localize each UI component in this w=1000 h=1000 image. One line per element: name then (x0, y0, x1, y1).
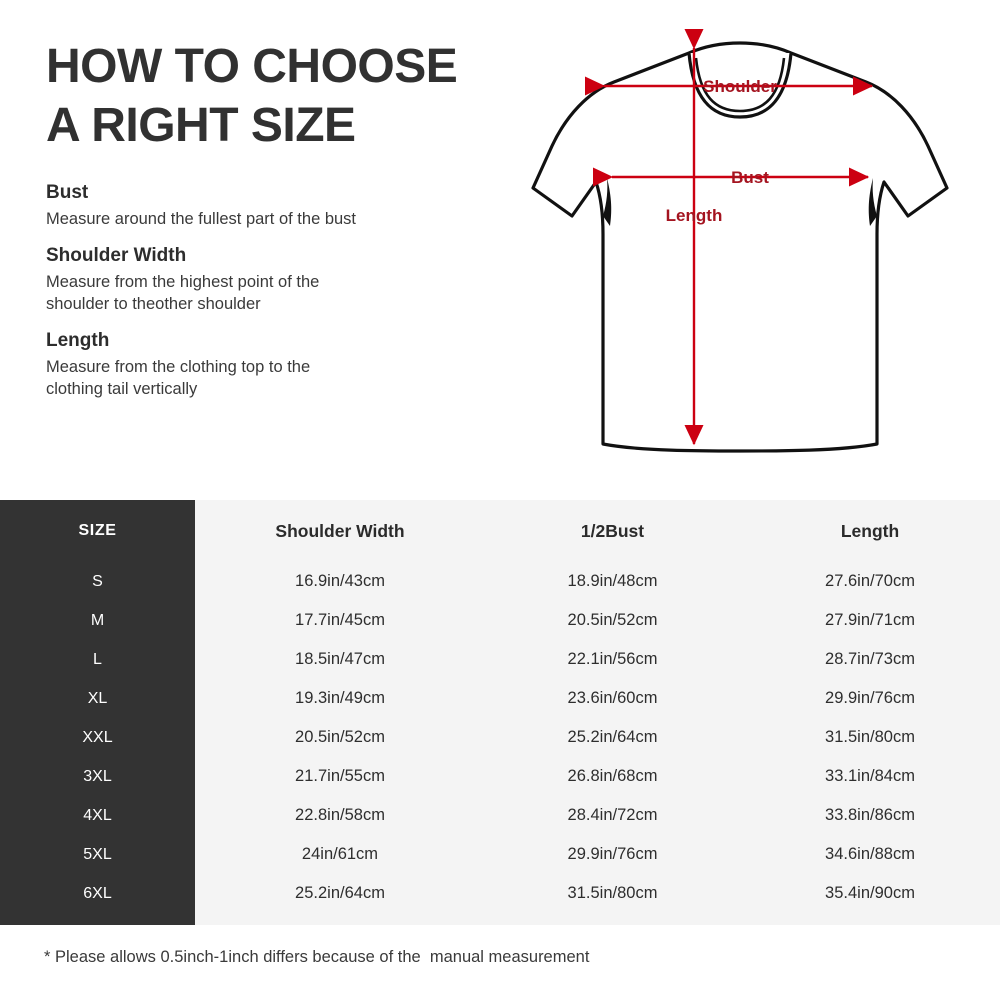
cell-half-bust: 31.5in/80cm (567, 884, 658, 902)
cell-half-bust: 23.6in/60cm (567, 689, 658, 707)
size-value: XL (87, 689, 108, 707)
size-value: S (92, 572, 103, 590)
size-cell-row: XXL (0, 718, 195, 757)
cell-half-bust: 20.5in/52cm (567, 611, 658, 629)
cell-shoulder-width: 21.7in/55cm (295, 767, 385, 785)
size-cell-row: M (0, 601, 195, 640)
size-cell-row: 5XL (0, 835, 195, 874)
size-cell-row: 6XL (0, 874, 195, 913)
measurement-item-length: Length Measure from the clothing top to … (46, 329, 486, 400)
measurement-term-length: Length (46, 330, 110, 352)
tshirt-diagram: Shoulder Length Bust (500, 20, 980, 480)
table-row: 21.7in/55cm 26.8in/68cm 33.1in/84cm (195, 757, 1000, 796)
size-value: M (90, 611, 105, 629)
intro-section: HOW TO CHOOSE A RIGHT SIZE Bust Measure … (46, 20, 980, 480)
cell-half-bust: 28.4in/72cm (567, 806, 658, 824)
cell-shoulder-width: 16.9in/43cm (295, 572, 385, 590)
cell-shoulder-width: 19.3in/49cm (295, 689, 385, 707)
table-row: 19.3in/49cm 23.6in/60cm 29.9in/76cm (195, 679, 1000, 718)
cell-half-bust: 26.8in/68cm (567, 767, 658, 785)
size-cell-row: S (0, 562, 195, 601)
cell-shoulder-width: 24in/61cm (301, 845, 379, 863)
measurement-desc-shoulder-width: Measure from the highest point of the sh… (46, 272, 320, 314)
cell-half-bust: 18.9in/48cm (567, 572, 658, 590)
size-chart-table: SIZE S M L XL XXL 3XL 4XL 5XL 6XL Should… (0, 500, 1000, 925)
size-value: 6XL (83, 884, 112, 902)
column-header-shoulder-width: Shoulder Width (275, 520, 405, 541)
cell-length: 35.4in/90cm (825, 884, 915, 902)
length-label: Length (666, 206, 723, 225)
table-row: 20.5in/52cm 25.2in/64cm 31.5in/80cm (195, 718, 1000, 757)
length-label-text: Length (666, 206, 723, 225)
shoulder-label: Shoulder (703, 77, 777, 96)
table-row: 17.7in/45cm 20.5in/52cm 27.9in/71cm (195, 601, 1000, 640)
disclaimer-note: * Please allows 0.5inch-1inch differs be… (44, 948, 590, 966)
measurement-desc-bust: Measure around the fullest part of the b… (46, 209, 357, 228)
table-row: 25.2in/64cm 31.5in/80cm 35.4in/90cm (195, 874, 1000, 913)
cell-half-bust: 22.1in/56cm (567, 650, 658, 668)
cell-shoulder-width: 20.5in/52cm (295, 728, 385, 746)
cell-half-bust: 25.2in/64cm (567, 728, 658, 746)
table-header-row: Shoulder Width 1/2Bust Length (195, 500, 1000, 562)
cell-length: 27.9in/71cm (825, 611, 915, 629)
size-cell-row: L (0, 640, 195, 679)
cell-length: 29.9in/76cm (825, 689, 915, 707)
column-header-half-bust: 1/2Bust (580, 520, 645, 541)
cell-shoulder-width: 22.8in/58cm (295, 806, 385, 824)
measurement-guide-panel: HOW TO CHOOSE A RIGHT SIZE Bust Measure … (46, 38, 486, 415)
size-column: SIZE S M L XL XXL 3XL 4XL 5XL 6XL (0, 500, 195, 925)
column-header-length: Length (840, 520, 900, 541)
size-cell-row: 3XL (0, 757, 195, 796)
column-header-size: SIZE (78, 522, 117, 539)
cell-length: 34.6in/88cm (825, 845, 915, 863)
cell-shoulder-width: 18.5in/47cm (295, 650, 385, 668)
size-header-row: SIZE (0, 500, 195, 562)
cell-half-bust: 29.9in/76cm (567, 845, 658, 863)
measurement-desc-length: Measure from the clothing top to the clo… (46, 358, 311, 399)
cell-length: 27.6in/70cm (825, 572, 915, 590)
bust-label: Bust (731, 168, 769, 187)
table-row: 18.5in/47cm 22.1in/56cm 28.7in/73cm (195, 640, 1000, 679)
size-value: 5XL (83, 845, 112, 863)
cell-length: 33.1in/84cm (825, 767, 915, 785)
page-title: HOW TO CHOOSE A RIGHT SIZE (46, 40, 458, 152)
size-value: 4XL (83, 806, 112, 824)
table-row: 16.9in/43cm 18.9in/48cm 27.6in/70cm (195, 562, 1000, 601)
table-row: 22.8in/58cm 28.4in/72cm 33.8in/86cm (195, 796, 1000, 835)
table-row: 24in/61cm 29.9in/76cm 34.6in/88cm (195, 835, 1000, 874)
size-value: L (93, 650, 102, 668)
size-value: XXL (82, 728, 113, 746)
size-cell-row: 4XL (0, 796, 195, 835)
cell-shoulder-width: 17.7in/45cm (295, 611, 385, 629)
armpit-right (868, 178, 877, 226)
armpit-left (603, 178, 612, 226)
size-value: 3XL (83, 767, 112, 785)
cell-length: 31.5in/80cm (825, 728, 915, 746)
measurement-term-shoulder-width: Shoulder Width (46, 245, 187, 267)
cell-length: 33.8in/86cm (825, 806, 915, 824)
measurement-term-bust: Bust (46, 182, 89, 204)
size-cell-row: XL (0, 679, 195, 718)
measurement-columns: Shoulder Width 1/2Bust Length 16.9in/43c… (195, 500, 1000, 925)
cell-shoulder-width: 25.2in/64cm (295, 884, 385, 902)
measurement-item-bust: Bust Measure around the fullest part of … (46, 181, 486, 230)
cell-length: 28.7in/73cm (825, 650, 915, 668)
measurement-item-shoulder-width: Shoulder Width Measure from the highest … (46, 244, 486, 315)
